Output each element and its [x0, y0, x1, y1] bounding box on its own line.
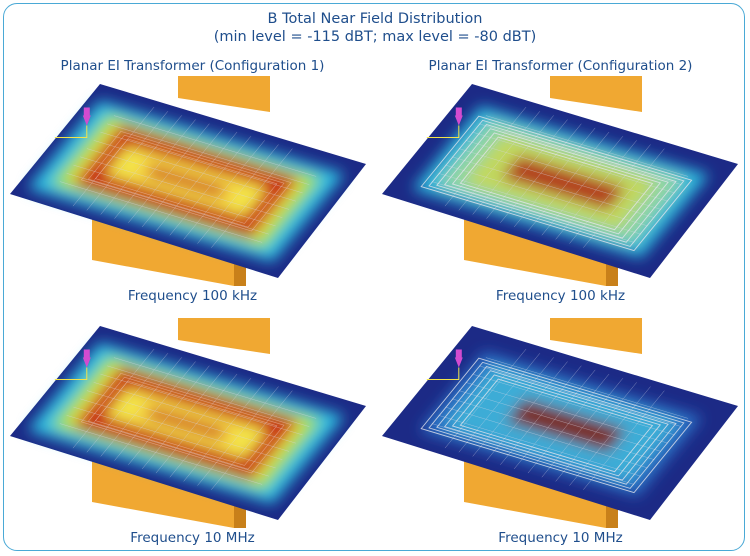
port-arrow-shaft — [455, 349, 462, 359]
port-arrow-shaft — [83, 107, 90, 117]
figure-subtitle: (min level = -115 dBT; max level = -80 d… — [213, 29, 537, 45]
port-lead — [54, 367, 88, 380]
field-red-core — [501, 155, 626, 210]
port-arrow-icon — [82, 357, 91, 368]
pcb-windings — [420, 115, 693, 252]
core-mesh — [59, 348, 317, 490]
port-lead — [54, 125, 88, 138]
field-plot-image — [10, 76, 366, 286]
column-header-config-2: Planar EI Transformer (Configuration 2) — [428, 58, 693, 74]
pcb-windings — [420, 357, 693, 494]
pcb-windings — [80, 373, 292, 474]
port-lead — [426, 367, 460, 380]
core-leg-top — [178, 318, 270, 354]
field-plot-image — [382, 318, 738, 528]
field-plot-config2-10mhz — [380, 318, 740, 528]
figure-frame — [3, 3, 745, 551]
port-arrow-icon — [454, 357, 463, 368]
port-arrow-icon — [82, 115, 91, 126]
figure-title: B Total Near Field Distribution — [267, 11, 483, 27]
caption-config2-10mhz: Frequency 10 MHz — [498, 530, 623, 546]
field-dark-core — [506, 399, 626, 452]
field-plot-image — [10, 318, 366, 528]
caption-config2-100khz: Frequency 100 kHz — [495, 288, 626, 304]
core-mesh — [59, 106, 317, 248]
field-plot-config1-100khz — [8, 76, 368, 286]
core-mesh — [431, 348, 689, 490]
core-leg-top — [550, 76, 642, 112]
port-arrow-icon — [454, 115, 463, 126]
field-plot-config2-100khz — [380, 76, 740, 286]
core-leg-top — [178, 76, 270, 112]
caption-config1-100khz: Frequency 100 kHz — [127, 288, 258, 304]
core-mesh — [431, 106, 689, 248]
field-plot-config1-10mhz — [8, 318, 368, 528]
port-arrow-shaft — [83, 349, 90, 359]
field-plot-image — [382, 76, 738, 286]
core-leg-top — [550, 318, 642, 354]
port-lead — [426, 125, 460, 138]
pcb-windings — [80, 131, 292, 232]
field-distribution — [412, 105, 710, 259]
column-header-config-1: Planar EI Transformer (Configuration 1) — [60, 58, 325, 74]
field-inner-red — [145, 407, 228, 439]
field-inner-red — [145, 165, 228, 197]
caption-config1-10mhz: Frequency 10 MHz — [130, 530, 255, 546]
port-arrow-shaft — [455, 107, 462, 117]
